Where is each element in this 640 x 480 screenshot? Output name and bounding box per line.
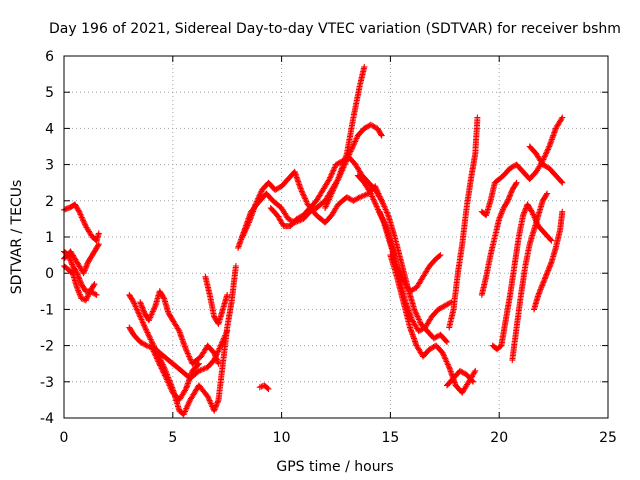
x-tick-label: 5 [168,430,177,446]
y-tick-label: 4 [45,121,54,137]
x-tick-label: 15 [381,430,399,446]
y-tick-label: -1 [40,302,54,318]
data-series-points [387,252,479,396]
data-series-points [322,121,385,211]
data-series-points [137,288,222,367]
data-series-points [446,114,481,331]
data-series-points [526,143,566,186]
x-tick-label: 20 [490,430,508,446]
x-tick-label: 25 [599,430,617,446]
chart-title: Day 196 of 2021, Sidereal Day-to-day VTE… [49,21,621,37]
data-series-points [478,179,520,298]
x-axis-label: GPS time / hours [276,459,393,475]
data-points [61,63,566,418]
data-series-points [489,201,555,353]
y-tick-label: 0 [45,266,54,282]
data-series-points [148,342,202,403]
data-series-points [202,273,231,327]
plot-frame [63,55,609,419]
grid [64,56,608,418]
data-series-points [444,367,477,389]
y-tick-label: -4 [40,411,54,427]
data-series-points [239,168,385,240]
data-series-points [478,114,566,219]
y-tick-label: 6 [45,49,54,65]
y-tick-label: 1 [45,230,54,246]
x-tick-label: 0 [60,430,69,446]
y-axis-label: SDTVAR / TECUs [9,180,25,295]
y-tick-label: -3 [40,375,54,391]
data-series-points [531,208,566,313]
data-series-points [509,190,551,364]
y-tick-label: -2 [40,339,54,355]
y-tick-label: 3 [45,158,54,174]
data-series-points [267,154,450,345]
data-series-points [256,382,272,392]
x-tick-label: 10 [273,430,291,446]
y-tick-label: 2 [45,194,54,210]
y-tick-label: 5 [45,85,54,101]
